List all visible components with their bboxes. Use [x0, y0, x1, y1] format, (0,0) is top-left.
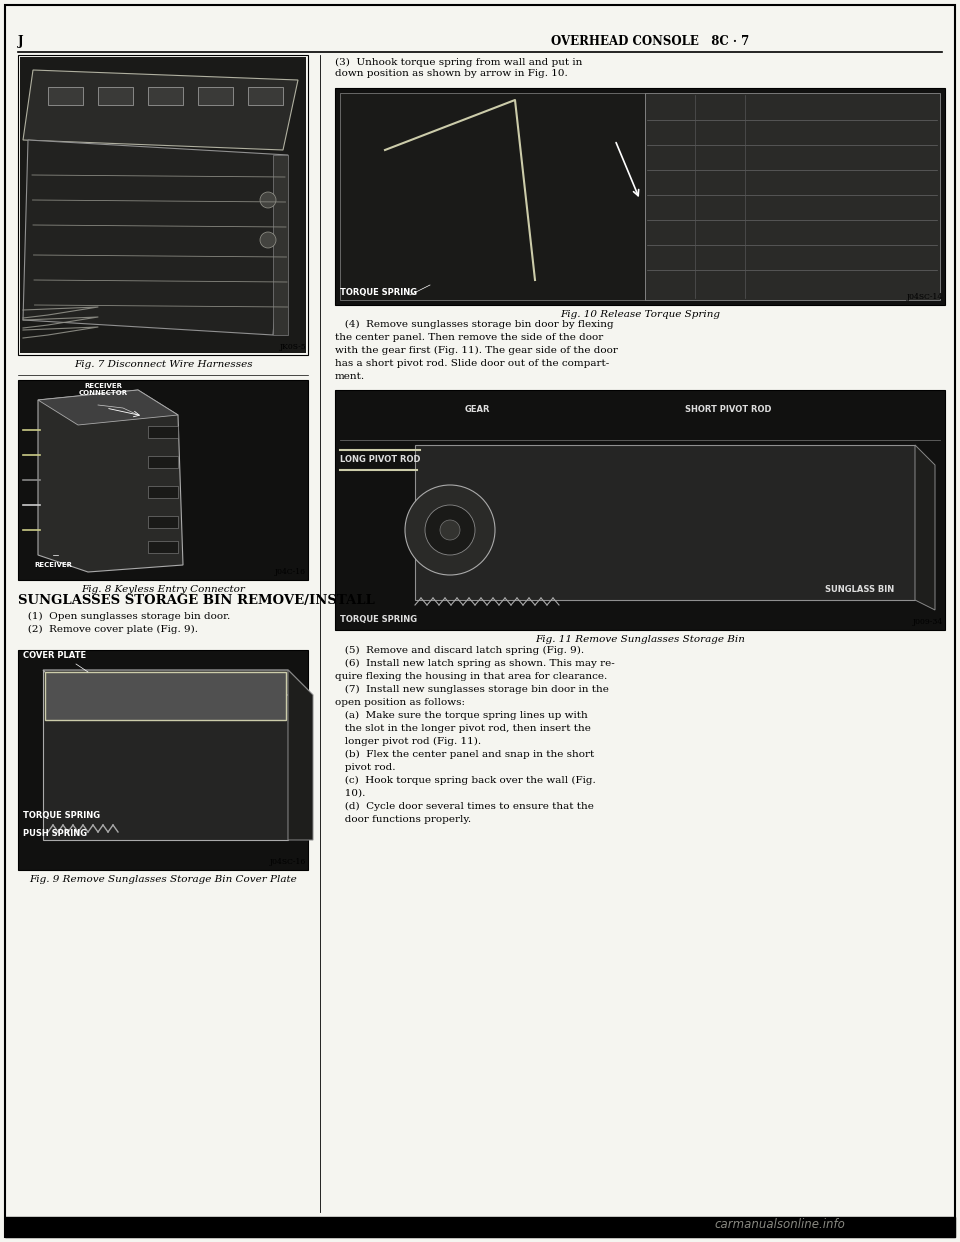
Polygon shape	[915, 445, 935, 610]
Circle shape	[440, 520, 460, 540]
Bar	[248, 87, 283, 106]
Text: has a short pivot rod. Slide door out of the compart-: has a short pivot rod. Slide door out of…	[335, 359, 610, 368]
Bar	[20, 57, 306, 353]
Polygon shape	[43, 669, 288, 840]
Bar	[148, 456, 178, 468]
Text: GEAR: GEAR	[465, 405, 491, 414]
Text: TORQUE SPRING: TORQUE SPRING	[340, 615, 418, 623]
Text: Fig. 11 Remove Sunglasses Storage Bin: Fig. 11 Remove Sunglasses Storage Bin	[535, 635, 745, 645]
Text: (6)  Install new latch spring as shown. This may re-: (6) Install new latch spring as shown. T…	[335, 660, 614, 668]
Bar	[98, 87, 133, 106]
Text: LONG PIVOT ROD: LONG PIVOT ROD	[340, 455, 420, 465]
Bar	[5, 1217, 955, 1237]
Text: SHORT PIVOT ROD: SHORT PIVOT ROD	[685, 405, 772, 414]
Polygon shape	[43, 669, 313, 696]
Circle shape	[425, 505, 475, 555]
Text: open position as follows:: open position as follows:	[335, 698, 465, 707]
Bar	[148, 542, 178, 553]
Text: Fig. 7 Disconnect Wire Harnesses: Fig. 7 Disconnect Wire Harnesses	[74, 360, 252, 369]
Polygon shape	[45, 672, 286, 720]
Bar	[48, 87, 83, 106]
Circle shape	[260, 232, 276, 248]
Polygon shape	[273, 155, 288, 335]
Bar	[18, 650, 308, 869]
Text: PUSH SPRING: PUSH SPRING	[23, 828, 87, 838]
Bar	[18, 380, 308, 580]
Circle shape	[260, 193, 276, 207]
Text: COVER PLATE: COVER PLATE	[23, 651, 86, 660]
Text: JK0S-5: JK0S-5	[279, 343, 306, 351]
Text: RECEIVER: RECEIVER	[34, 561, 72, 568]
Bar	[148, 426, 178, 438]
Text: (4)  Remove sunglasses storage bin door by flexing: (4) Remove sunglasses storage bin door b…	[335, 320, 613, 329]
Text: Fig. 9 Remove Sunglasses Storage Bin Cover Plate: Fig. 9 Remove Sunglasses Storage Bin Cov…	[29, 876, 297, 884]
Bar	[148, 486, 178, 498]
Text: (c)  Hook torque spring back over the wall (Fig.: (c) Hook torque spring back over the wal…	[335, 776, 596, 785]
Text: (2)  Remove cover plate (Fig. 9).: (2) Remove cover plate (Fig. 9).	[18, 625, 198, 635]
Text: J04SC-14: J04SC-14	[907, 293, 943, 301]
Text: ment.: ment.	[335, 373, 365, 381]
Text: the slot in the longer pivot rod, then insert the: the slot in the longer pivot rod, then i…	[335, 724, 590, 733]
Polygon shape	[288, 669, 313, 840]
Text: (1)  Open sunglasses storage bin door.: (1) Open sunglasses storage bin door.	[18, 612, 230, 621]
Text: with the gear first (Fig. 11). The gear side of the door: with the gear first (Fig. 11). The gear …	[335, 347, 618, 355]
Bar	[198, 87, 233, 106]
Text: Fig. 8 Keyless Entry Connector: Fig. 8 Keyless Entry Connector	[81, 585, 245, 594]
Text: SUNGLASS BIN: SUNGLASS BIN	[825, 585, 895, 594]
Text: Fig. 10 Release Torque Spring: Fig. 10 Release Torque Spring	[560, 310, 720, 319]
Text: (7)  Install new sunglasses storage bin door in the: (7) Install new sunglasses storage bin d…	[335, 686, 609, 694]
Polygon shape	[340, 93, 645, 301]
Text: J04C-16: J04C-16	[275, 568, 306, 576]
Polygon shape	[38, 390, 183, 573]
Polygon shape	[415, 445, 915, 600]
Text: (a)  Make sure the torque spring lines up with: (a) Make sure the torque spring lines up…	[335, 710, 588, 720]
Text: J009-34: J009-34	[913, 619, 943, 626]
Polygon shape	[23, 140, 288, 335]
Text: carmanualsonline.info: carmanualsonline.info	[714, 1217, 846, 1231]
Polygon shape	[23, 70, 298, 150]
Text: pivot rod.: pivot rod.	[335, 763, 396, 773]
Text: J: J	[18, 35, 24, 48]
Text: TORQUE SPRING: TORQUE SPRING	[23, 811, 100, 820]
Bar	[148, 515, 178, 528]
Text: longer pivot rod (Fig. 11).: longer pivot rod (Fig. 11).	[335, 737, 481, 746]
Bar	[335, 88, 945, 306]
Text: (b)  Flex the center panel and snap in the short: (b) Flex the center panel and snap in th…	[335, 750, 594, 759]
Text: (3)  Unhook torque spring from wall and put in
down position as shown by arrow i: (3) Unhook torque spring from wall and p…	[335, 58, 583, 77]
Circle shape	[405, 484, 495, 575]
Text: the center panel. Then remove the side of the door: the center panel. Then remove the side o…	[335, 333, 603, 342]
Text: quire flexing the housing in that area for clearance.: quire flexing the housing in that area f…	[335, 672, 608, 681]
Text: J04SC-16: J04SC-16	[270, 858, 306, 866]
Text: (d)  Cycle door several times to ensure that the: (d) Cycle door several times to ensure t…	[335, 802, 594, 811]
Bar	[148, 87, 183, 106]
Text: SUNGLASSES STORAGE BIN REMOVE/INSTALL: SUNGLASSES STORAGE BIN REMOVE/INSTALL	[18, 594, 374, 607]
Text: 10).: 10).	[335, 789, 366, 799]
Text: (5)  Remove and discard latch spring (Fig. 9).: (5) Remove and discard latch spring (Fig…	[335, 646, 584, 655]
Text: RECEIVER
CONNECTOR: RECEIVER CONNECTOR	[79, 384, 128, 396]
Bar	[335, 390, 945, 630]
Text: TORQUE SPRING: TORQUE SPRING	[340, 288, 418, 297]
Polygon shape	[645, 93, 940, 301]
Polygon shape	[38, 390, 178, 425]
Text: door functions properly.: door functions properly.	[335, 815, 471, 823]
Bar	[18, 55, 308, 355]
Text: OVERHEAD CONSOLE   8C · 7: OVERHEAD CONSOLE 8C · 7	[551, 35, 749, 48]
